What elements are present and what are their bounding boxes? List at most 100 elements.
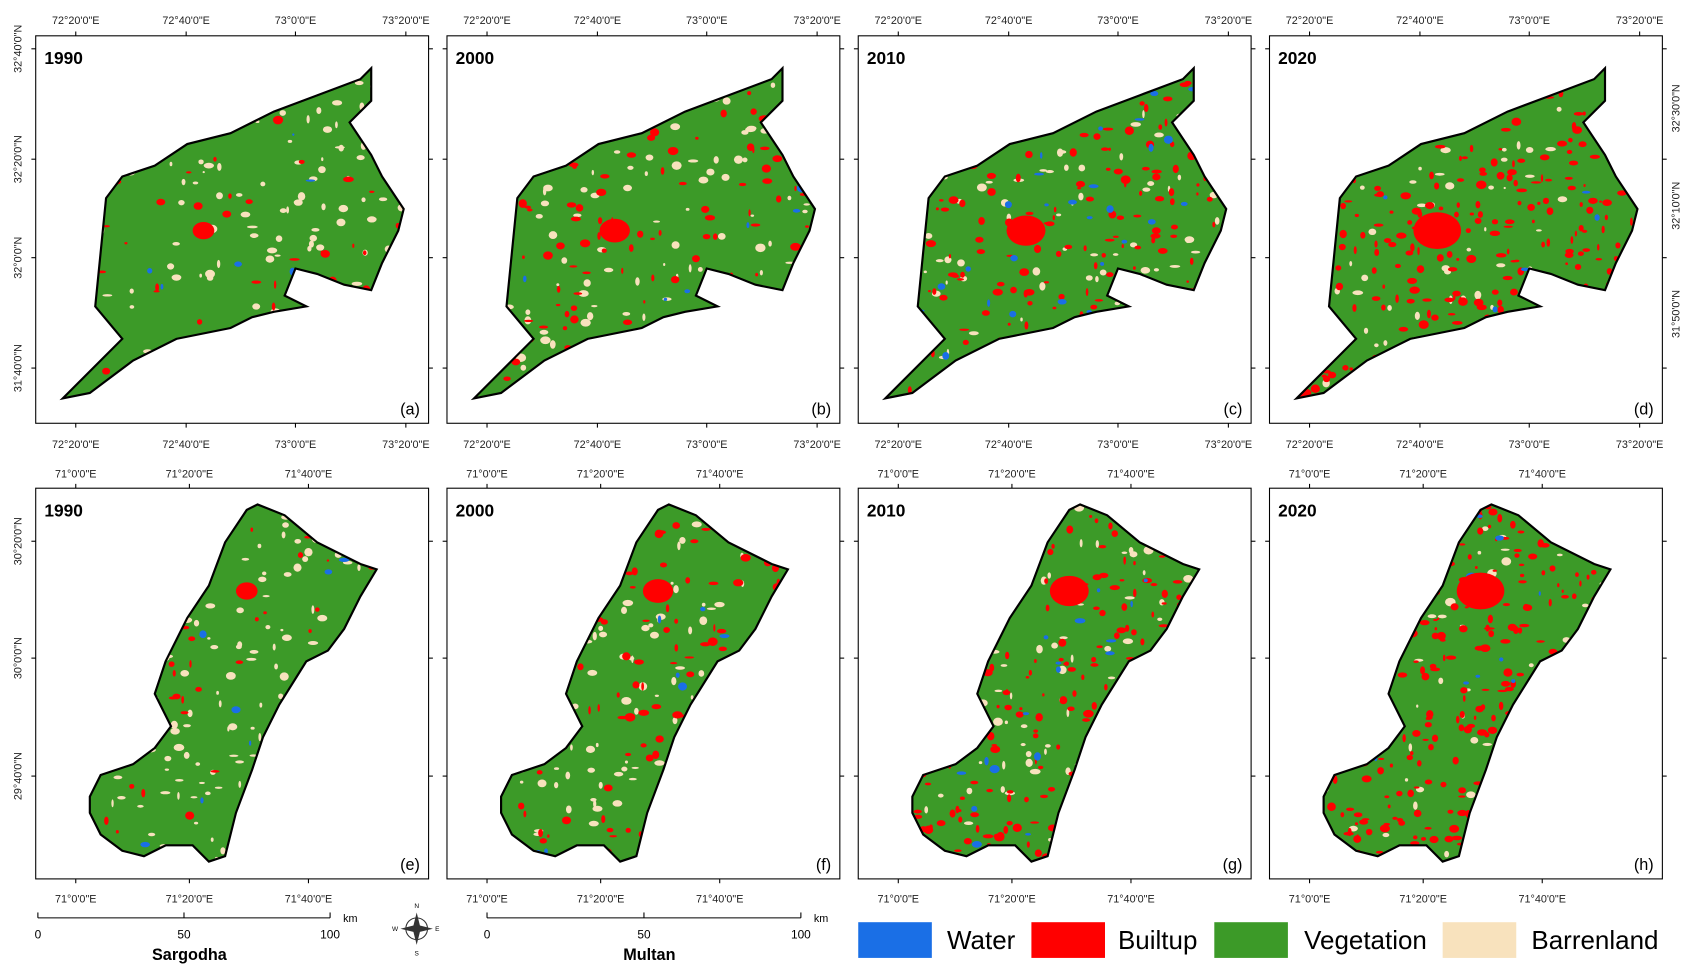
land-cover-patch bbox=[1142, 187, 1151, 192]
land-cover-patch bbox=[566, 202, 577, 208]
land-cover-patch bbox=[1469, 212, 1474, 216]
land-cover-patch bbox=[722, 97, 731, 105]
land-cover-patch bbox=[1083, 245, 1087, 252]
land-cover-patch bbox=[1002, 760, 1006, 770]
land-cover-patch bbox=[1365, 828, 1373, 836]
land-cover-patch bbox=[1497, 305, 1504, 314]
land-cover-patch bbox=[645, 754, 654, 762]
land-cover-patch bbox=[937, 283, 946, 290]
land-cover-patch bbox=[1502, 275, 1513, 281]
land-cover-patch bbox=[588, 706, 591, 715]
land-cover-patch bbox=[601, 815, 606, 824]
land-cover-patch bbox=[352, 243, 355, 248]
land-cover-patch bbox=[1022, 712, 1030, 716]
land-cover-patch bbox=[129, 783, 135, 789]
land-cover-patch bbox=[1113, 168, 1123, 175]
scale-unit: km bbox=[343, 913, 357, 925]
panel-letter: (d) bbox=[1634, 401, 1654, 419]
land-cover-patch bbox=[249, 754, 258, 757]
land-cover-patch bbox=[124, 242, 128, 245]
land-cover-patch bbox=[1573, 111, 1584, 116]
land-cover-patch bbox=[1108, 522, 1113, 530]
land-cover-patch bbox=[1545, 146, 1556, 152]
compass-letter: N bbox=[414, 903, 419, 910]
land-cover-patch bbox=[996, 704, 1000, 709]
land-cover-patch bbox=[1056, 744, 1061, 750]
lon-label: 71°0'0"E bbox=[1289, 894, 1331, 906]
lon-label: 72°40'0"E bbox=[162, 439, 210, 451]
land-cover-patch bbox=[1033, 729, 1039, 733]
land-cover-patch bbox=[692, 255, 700, 263]
land-cover-patch bbox=[1347, 827, 1352, 837]
land-cover-patch bbox=[1113, 632, 1120, 639]
land-cover-patch bbox=[1495, 253, 1507, 258]
year-label: 2010 bbox=[867, 500, 905, 520]
land-cover-patch bbox=[332, 100, 343, 106]
land-cover-patch bbox=[593, 800, 597, 808]
urban-core bbox=[192, 221, 215, 240]
land-cover-patch bbox=[544, 848, 548, 854]
land-cover-patch bbox=[970, 812, 980, 818]
land-cover-patch bbox=[592, 631, 597, 641]
land-cover-patch bbox=[684, 289, 691, 294]
land-cover-patch bbox=[1457, 809, 1468, 817]
land-cover-patch bbox=[1383, 340, 1388, 346]
land-cover-patch bbox=[1502, 603, 1511, 607]
land-cover-patch bbox=[1557, 583, 1560, 588]
land-cover-patch bbox=[117, 796, 126, 800]
land-cover-patch bbox=[538, 828, 544, 838]
land-cover-patch bbox=[1398, 820, 1406, 826]
land-cover-patch bbox=[214, 786, 223, 789]
land-cover-patch bbox=[1511, 679, 1516, 684]
land-cover-patch bbox=[1015, 711, 1024, 718]
land-cover-patch bbox=[1531, 219, 1535, 224]
land-cover-patch bbox=[1340, 812, 1345, 818]
land-cover-patch bbox=[675, 666, 686, 670]
legend-swatch bbox=[1214, 922, 1288, 958]
land-cover-patch bbox=[1082, 718, 1091, 722]
land-cover-patch bbox=[1474, 566, 1478, 570]
land-cover-patch bbox=[1492, 306, 1498, 313]
land-cover-patch bbox=[335, 121, 338, 129]
land-cover-patch bbox=[1417, 760, 1422, 767]
land-cover-patch bbox=[1361, 274, 1369, 282]
land-cover-patch bbox=[913, 809, 922, 814]
land-cover-patch bbox=[1416, 203, 1427, 208]
land-cover-patch bbox=[248, 740, 252, 746]
land-cover-patch bbox=[1406, 754, 1413, 761]
land-cover-patch bbox=[1109, 585, 1120, 591]
land-cover-patch bbox=[185, 171, 192, 174]
lon-label: 71°20'0"E bbox=[166, 894, 214, 906]
land-cover-patch bbox=[1564, 252, 1574, 259]
land-cover-patch bbox=[369, 190, 375, 193]
land-cover-patch bbox=[700, 606, 706, 612]
lon-label: 72°40'0"E bbox=[1396, 15, 1444, 27]
land-cover-patch bbox=[1586, 206, 1594, 214]
land-cover-patch bbox=[536, 770, 543, 775]
land-cover-patch bbox=[1034, 172, 1045, 176]
panel-letter: (e) bbox=[400, 856, 420, 874]
map-panel: 2000 (b) bbox=[446, 35, 841, 424]
land-cover-patch bbox=[996, 281, 1005, 287]
land-cover-patch bbox=[1617, 190, 1627, 196]
land-cover-patch bbox=[1495, 535, 1504, 541]
land-cover-patch bbox=[1134, 245, 1142, 250]
land-cover-patch bbox=[1557, 196, 1568, 203]
land-cover-patch bbox=[1102, 127, 1114, 131]
land-cover-patch bbox=[648, 623, 654, 628]
land-cover-patch bbox=[338, 557, 350, 563]
land-cover-patch bbox=[281, 531, 286, 539]
land-cover-patch bbox=[650, 631, 659, 639]
land-cover-patch bbox=[1057, 150, 1067, 154]
land-cover-patch bbox=[1055, 666, 1061, 673]
land-cover-patch bbox=[1381, 304, 1386, 311]
lon-label: 73°0'0"E bbox=[1097, 439, 1139, 451]
land-cover-patch bbox=[1595, 257, 1603, 261]
land-cover-patch bbox=[205, 269, 215, 279]
land-cover-patch bbox=[947, 272, 958, 278]
land-cover-patch bbox=[1100, 147, 1109, 151]
land-cover-patch bbox=[1150, 90, 1159, 97]
land-cover-patch bbox=[1056, 213, 1062, 217]
land-cover-patch bbox=[1101, 252, 1106, 258]
land-cover-patch bbox=[195, 686, 202, 692]
